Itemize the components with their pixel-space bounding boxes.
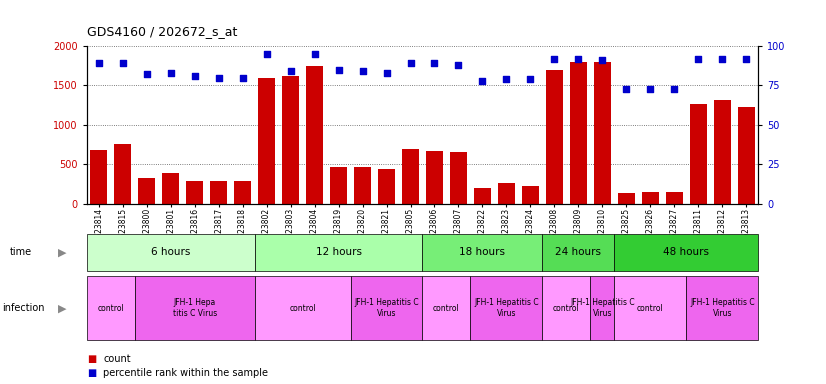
Bar [162, 173, 179, 204]
Bar [138, 177, 155, 204]
Text: count: count [103, 354, 131, 364]
Bar [738, 108, 755, 204]
Point [116, 60, 130, 66]
Text: JFH-1 Hepatitis C
Virus: JFH-1 Hepatitis C Virus [354, 298, 419, 318]
Text: control: control [637, 304, 664, 313]
Text: GDS4160 / 202672_s_at: GDS4160 / 202672_s_at [87, 25, 237, 38]
Text: control: control [97, 304, 124, 313]
Point [643, 86, 657, 92]
Point [452, 62, 465, 68]
Text: control: control [553, 304, 580, 313]
Bar [498, 183, 515, 204]
Text: control: control [289, 304, 316, 313]
Text: JFH-1 Hepatitis C
Virus: JFH-1 Hepatitis C Virus [474, 298, 539, 318]
Bar [690, 104, 707, 204]
Text: time: time [10, 247, 32, 258]
Text: 6 hours: 6 hours [151, 247, 190, 258]
Text: JFH-1 Hepa
titis C Virus: JFH-1 Hepa titis C Virus [173, 298, 216, 318]
Point [524, 76, 537, 82]
Point [548, 56, 561, 62]
Bar [402, 149, 419, 204]
Text: 24 hours: 24 hours [555, 247, 601, 258]
Bar [474, 188, 491, 204]
Text: control: control [433, 304, 460, 313]
Point [691, 56, 705, 62]
Bar [570, 62, 586, 204]
Bar [211, 181, 227, 204]
Point [572, 56, 585, 62]
Text: 12 hours: 12 hours [316, 247, 362, 258]
Text: 48 hours: 48 hours [663, 247, 710, 258]
Bar [714, 99, 731, 204]
Point [93, 60, 106, 66]
Bar [306, 66, 323, 204]
Point [620, 86, 633, 92]
Point [332, 67, 345, 73]
Point [188, 73, 202, 79]
Bar [522, 186, 539, 204]
Text: ▶: ▶ [58, 303, 66, 313]
Point [212, 74, 225, 81]
Bar [450, 152, 467, 204]
Bar [546, 71, 563, 204]
Text: JFH-1 Hepatitis C
Virus: JFH-1 Hepatitis C Virus [570, 298, 634, 318]
Point [284, 68, 297, 74]
Point [739, 56, 752, 62]
Bar [114, 144, 131, 204]
Bar [642, 192, 659, 204]
Point [715, 56, 729, 62]
Bar [618, 193, 634, 204]
Point [164, 70, 178, 76]
Bar [90, 150, 107, 204]
Text: ■: ■ [87, 354, 96, 364]
Text: infection: infection [2, 303, 44, 313]
Bar [259, 78, 275, 204]
Point [356, 68, 369, 74]
Point [428, 60, 441, 66]
Bar [235, 181, 251, 204]
Point [596, 57, 609, 63]
Point [500, 76, 513, 82]
Bar [594, 62, 610, 204]
Text: ▶: ▶ [58, 247, 66, 258]
Point [140, 71, 154, 78]
Bar [354, 167, 371, 204]
Text: 18 hours: 18 hours [459, 247, 506, 258]
Point [260, 51, 273, 57]
Point [404, 60, 417, 66]
Bar [426, 151, 443, 204]
Bar [666, 192, 683, 204]
Text: ■: ■ [87, 368, 96, 378]
Text: JFH-1 Hepatitis C
Virus: JFH-1 Hepatitis C Virus [690, 298, 755, 318]
Point [236, 74, 249, 81]
Point [308, 51, 321, 57]
Point [667, 86, 681, 92]
Point [476, 78, 489, 84]
Bar [330, 167, 347, 204]
Bar [378, 169, 395, 204]
Bar [282, 76, 299, 204]
Point [380, 70, 393, 76]
Bar [186, 181, 203, 204]
Text: percentile rank within the sample: percentile rank within the sample [103, 368, 268, 378]
